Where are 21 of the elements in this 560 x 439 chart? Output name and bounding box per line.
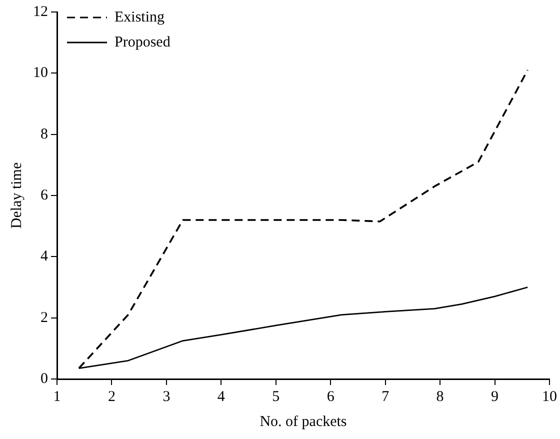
y-tick-label: 2	[40, 310, 48, 326]
y-tick-label: 0	[40, 370, 48, 387]
y-tick-label: 6	[40, 187, 48, 204]
x-tick-label: 1	[53, 388, 61, 405]
x-tick-label: 6	[326, 388, 335, 405]
y-tick-label: 10	[33, 65, 48, 82]
x-tick-label: 2	[108, 388, 116, 405]
y-tick-label: 4	[40, 248, 48, 265]
y-tick-label: 12	[33, 4, 48, 20]
x-tick-label: 4	[217, 388, 226, 405]
x-tick-label: 8	[436, 388, 444, 405]
y-tick-label: 8	[40, 126, 48, 142]
x-tick-label: 5	[272, 388, 280, 405]
legend-label: Proposed	[114, 34, 171, 50]
x-axis-title: No. of packets	[260, 414, 347, 430]
y-axis-title: Delay time	[8, 162, 25, 229]
x-tick-label: 9	[491, 388, 499, 405]
x-tick-label: 3	[162, 388, 170, 405]
x-tick-label: 10	[542, 388, 557, 405]
x-tick-label: 7	[382, 388, 390, 405]
legend-label: Existing	[114, 9, 165, 26]
